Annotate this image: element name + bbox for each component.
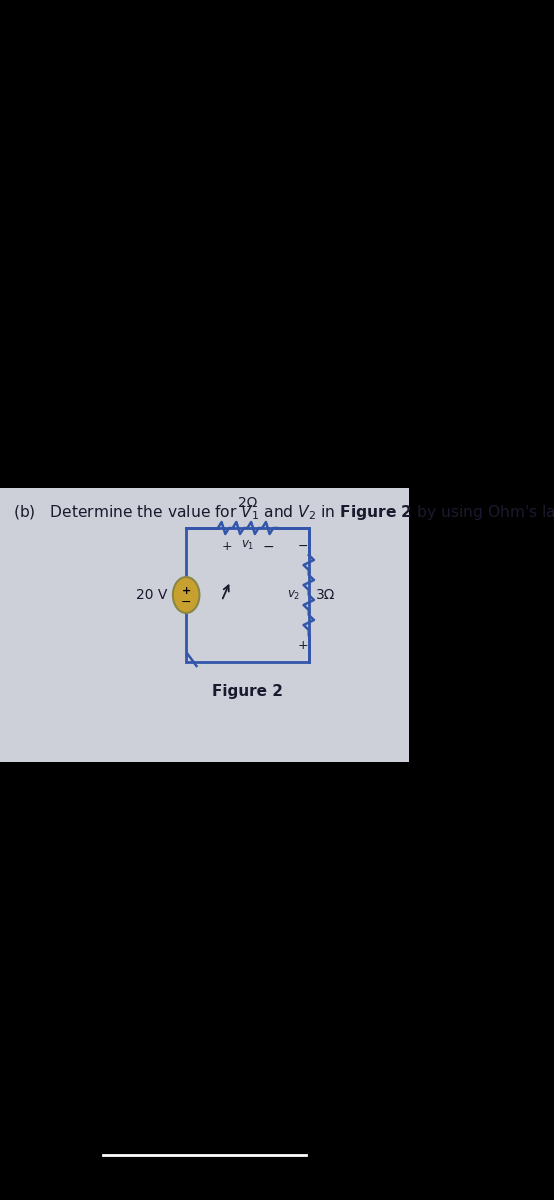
Text: −: − xyxy=(263,540,274,554)
Bar xyxy=(0,488,409,762)
Text: +: + xyxy=(297,638,308,652)
Text: −: − xyxy=(181,595,191,608)
Text: +: + xyxy=(222,540,232,553)
Bar xyxy=(186,528,309,662)
Text: 20 V: 20 V xyxy=(136,588,167,602)
Circle shape xyxy=(173,577,199,613)
Text: Figure 2: Figure 2 xyxy=(212,684,283,698)
Text: $v_2$: $v_2$ xyxy=(286,588,300,601)
Text: 2Ω: 2Ω xyxy=(238,496,257,510)
Text: +: + xyxy=(182,586,191,596)
Text: 3Ω: 3Ω xyxy=(316,588,336,602)
Text: $v_1$: $v_1$ xyxy=(241,539,254,552)
Text: −: − xyxy=(297,540,308,553)
Text: (b)   Determine the value for $V_1$ and $V_2$ in $\mathbf{Figure\ 2}$ by using O: (b) Determine the value for $V_1$ and $V… xyxy=(13,503,554,522)
